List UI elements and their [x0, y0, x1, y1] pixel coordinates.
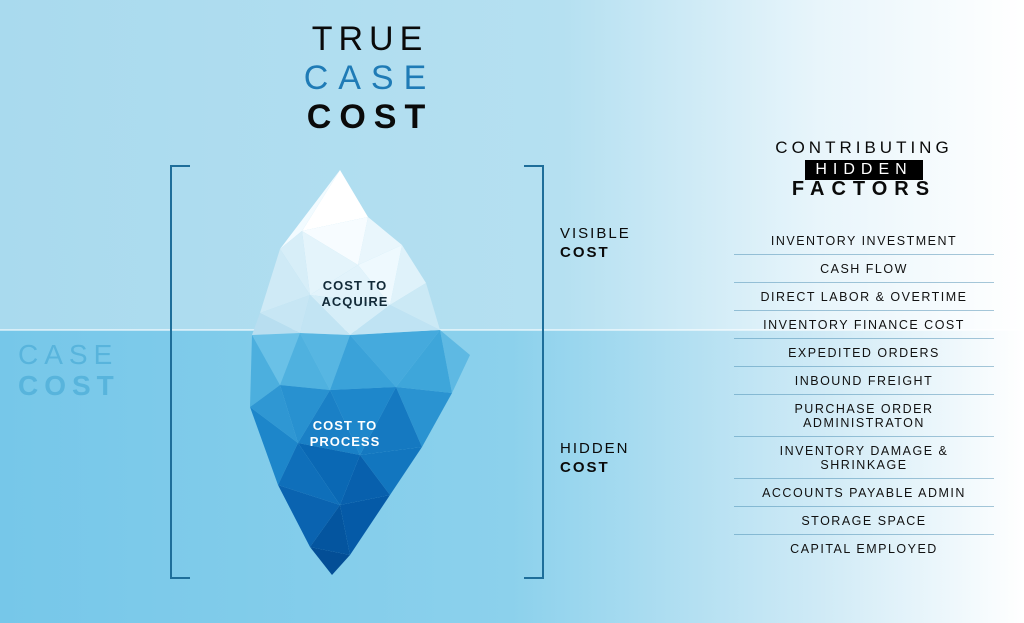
process-line2: PROCESS	[310, 434, 381, 449]
factors-title-contributing: CONTRIBUTING	[734, 138, 994, 158]
factors-title-hidden: HIDDEN	[805, 160, 922, 180]
factor-item: CASH FLOW	[734, 255, 994, 283]
factor-item: EXPEDITED ORDERS	[734, 339, 994, 367]
factor-item: INVENTORY FINANCE COST	[734, 311, 994, 339]
watermark-case: CASE	[18, 340, 158, 371]
process-line1: COST TO	[313, 418, 378, 433]
acquire-line2: ACQUIRE	[322, 294, 389, 309]
factor-item: DIRECT LABOR & OVERTIME	[734, 283, 994, 311]
factors-title-factors: FACTORS	[734, 178, 994, 201]
title-line-true: TRUE	[270, 20, 470, 59]
factor-item: INBOUND FREIGHT	[734, 367, 994, 395]
factors-panel-title: CONTRIBUTING HIDDEN FACTORS	[734, 138, 994, 201]
main-title: TRUE CASE COST	[270, 20, 470, 137]
hidden-line2: COST	[560, 459, 670, 478]
watermark-cost: COST	[18, 371, 158, 402]
case-cost-watermark: CASE COST	[18, 340, 158, 402]
title-line-cost: COST	[270, 98, 470, 137]
factor-item: CAPITAL EMPLOYED	[734, 535, 994, 562]
factor-item: INVENTORY DAMAGE & SHRINKAGE	[734, 437, 994, 479]
contributing-factors-panel: CONTRIBUTING HIDDEN FACTORS INVENTORY IN…	[734, 138, 994, 562]
bracket-left	[170, 165, 190, 579]
factor-item: STORAGE SPACE	[734, 507, 994, 535]
visible-line2: COST	[560, 244, 670, 263]
label-cost-to-process: COST TO PROCESS	[290, 418, 400, 451]
factor-item: INVENTORY INVESTMENT	[734, 227, 994, 255]
label-visible-cost: VISIBLE COST	[560, 225, 670, 263]
iceberg-graphic	[190, 155, 510, 585]
factor-item: ACCOUNTS PAYABLE ADMIN	[734, 479, 994, 507]
factor-item: PURCHASE ORDER ADMINISTRATON	[734, 395, 994, 437]
label-hidden-cost: HIDDEN COST	[560, 440, 670, 478]
bracket-right	[524, 165, 544, 579]
visible-line1: VISIBLE	[560, 225, 670, 244]
title-line-case: CASE	[270, 59, 470, 98]
label-cost-to-acquire: COST TO ACQUIRE	[300, 278, 410, 311]
hidden-line1: HIDDEN	[560, 440, 670, 459]
infographic-canvas: TRUE CASE COST CASE COST COST TO ACQUIRE…	[0, 0, 1024, 623]
factors-list: INVENTORY INVESTMENTCASH FLOWDIRECT LABO…	[734, 227, 994, 562]
acquire-line1: COST TO	[323, 278, 388, 293]
